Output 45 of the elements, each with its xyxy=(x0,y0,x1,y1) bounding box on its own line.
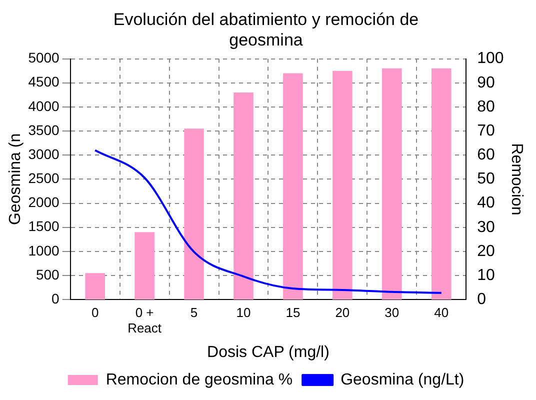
y2-tick-label: 90 xyxy=(477,74,496,92)
bar xyxy=(85,273,105,300)
y-tick-label: 2000 xyxy=(28,194,60,210)
x-tick-label: 5 xyxy=(190,304,198,320)
y-tick-label: 4500 xyxy=(28,74,60,90)
y-tick-label: 5000 xyxy=(28,50,60,66)
line-series xyxy=(94,149,442,294)
y2-tick-label: 60 xyxy=(477,146,496,164)
y-tick-label: 4000 xyxy=(28,98,60,114)
y2-tick-label: 80 xyxy=(477,98,496,116)
bar xyxy=(184,128,204,300)
y2-tick-label: 40 xyxy=(477,194,496,212)
x-tick-label: 0 xyxy=(91,304,99,320)
y-tick-label: 3500 xyxy=(28,122,60,138)
y-axis-title: Geosmina (n xyxy=(7,133,24,225)
x-tick-label: 30 xyxy=(384,304,400,320)
y-tick-label: 1000 xyxy=(28,242,60,258)
x-tick-label: 0 + React xyxy=(128,304,162,336)
y-tick-label: 2500 xyxy=(28,170,60,186)
chart-title: Evolución del abatimiento y remoción de geosmina xyxy=(113,10,419,50)
legend-label: Geosmina (ng/Lt) xyxy=(340,371,464,388)
y2-tick-label: 20 xyxy=(477,242,496,260)
bar xyxy=(382,68,402,300)
bar xyxy=(234,92,254,300)
y2-tick-label: 100 xyxy=(477,50,504,68)
x-axis-title: Dosis CAP (mg/l) xyxy=(207,344,330,361)
x-tick-label: 20 xyxy=(335,304,350,320)
bar xyxy=(431,68,452,300)
legend-label: Remocion de geosmina % xyxy=(106,371,293,388)
y2-tick-label: 70 xyxy=(477,122,496,140)
bar xyxy=(134,232,154,300)
x-tick-label: 15 xyxy=(286,304,300,320)
bar xyxy=(332,70,352,300)
bar xyxy=(283,73,303,300)
y2-axis-title: Remocion xyxy=(508,143,525,216)
y-tick-label: 1500 xyxy=(28,218,60,234)
x-tick-label: 40 xyxy=(434,304,449,320)
y-tick-label: 3000 xyxy=(28,146,60,162)
y-tick-label: 0 xyxy=(52,290,60,306)
y2-tick-label: 10 xyxy=(477,266,496,284)
y2-tick-label: 50 xyxy=(477,170,496,188)
y-tick-label: 500 xyxy=(36,266,60,282)
x-tick-label: 10 xyxy=(236,304,251,320)
y2-tick-label: 30 xyxy=(477,218,496,236)
y2-tick-label: 0 xyxy=(477,291,486,308)
